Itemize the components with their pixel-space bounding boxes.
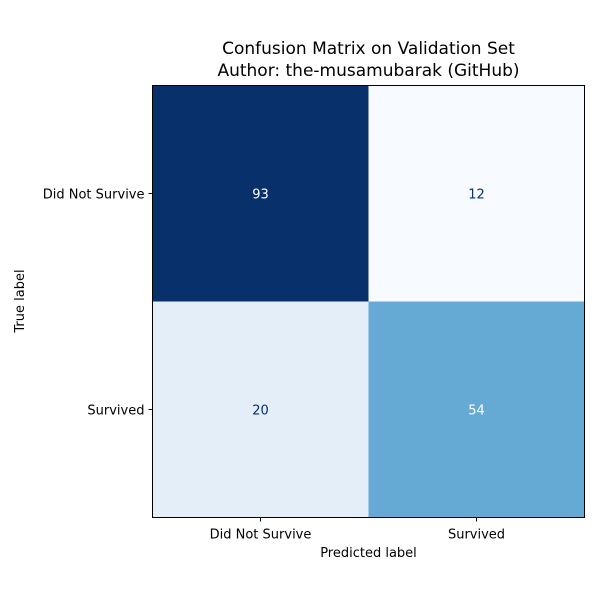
heatmap-cell-value: 93 [252, 188, 269, 203]
x-tick-label: Did Not Survive [210, 528, 312, 543]
x-axis-label: Predicted label [320, 546, 417, 561]
heatmap-cell [368, 301, 585, 518]
heatmap-cell-labels: 93 12 20 54 [252, 188, 485, 419]
y-axis-ticks: Did Not Survive Survived [43, 188, 153, 419]
chart-subtitle: Author: the-musamubarak (GitHub) [217, 61, 519, 81]
heatmap-cell [152, 85, 369, 302]
heatmap-cell [368, 85, 585, 302]
x-tick-label: Survived [448, 528, 505, 543]
heatmap-cells [152, 85, 585, 518]
x-axis-ticks: Did Not Survive Survived [210, 517, 505, 543]
y-tick-label: Survived [87, 404, 144, 419]
heatmap-cell-value: 54 [468, 404, 485, 419]
heatmap-cell-value: 20 [252, 404, 269, 419]
heatmap-cell [152, 301, 369, 518]
y-tick-label: Did Not Survive [43, 188, 145, 203]
heatmap-cell-value: 12 [468, 188, 485, 203]
y-axis-label: True label [13, 269, 28, 333]
chart-title: Confusion Matrix on Validation Set [222, 39, 515, 59]
plot-frame [152, 85, 585, 518]
